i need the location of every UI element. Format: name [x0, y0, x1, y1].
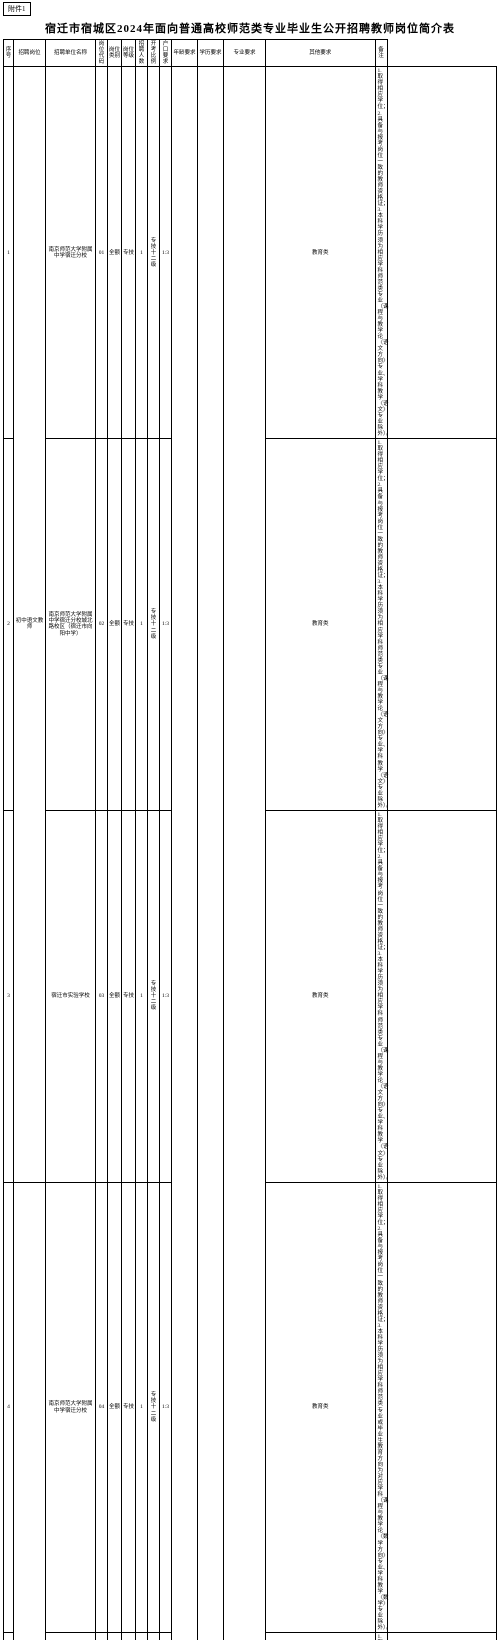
table-row: 1初中语文教师南京师范大学附属中学宿迁分校01全额专技1专技十二级1:3不限18…	[4, 67, 497, 439]
column-header: 专业要求	[224, 40, 266, 67]
page-title: 宿迁市宿城区2024年面向普通高校师范类专业毕业生公开招聘教师岗位简介表	[0, 20, 500, 36]
table-header-row: 序号招聘岗位招聘单位名称岗位代码岗位类别岗位等级招聘人数开考比例户口要求年龄要求…	[4, 40, 497, 67]
column-header: 户口要求	[160, 40, 172, 67]
column-header: 招聘单位名称	[46, 40, 96, 67]
column-header: 序号	[4, 40, 14, 67]
column-header: 学历要求	[198, 40, 224, 67]
column-header: 岗位代码	[96, 40, 108, 67]
column-header: 岗位等级	[122, 40, 136, 67]
column-header: 其他要求	[266, 40, 376, 67]
column-header: 招聘人数	[136, 40, 148, 67]
attachment-label: 附件1	[3, 2, 31, 16]
column-header: 备注	[375, 40, 387, 67]
column-header: 年龄要求	[172, 40, 198, 67]
column-header: 招聘岗位	[14, 40, 46, 67]
positions-table: 序号招聘岗位招聘单位名称岗位代码岗位类别岗位等级招聘人数开考比例户口要求年龄要求…	[3, 39, 497, 1640]
column-header: 开考比例	[148, 40, 160, 67]
column-header: 岗位类别	[108, 40, 122, 67]
